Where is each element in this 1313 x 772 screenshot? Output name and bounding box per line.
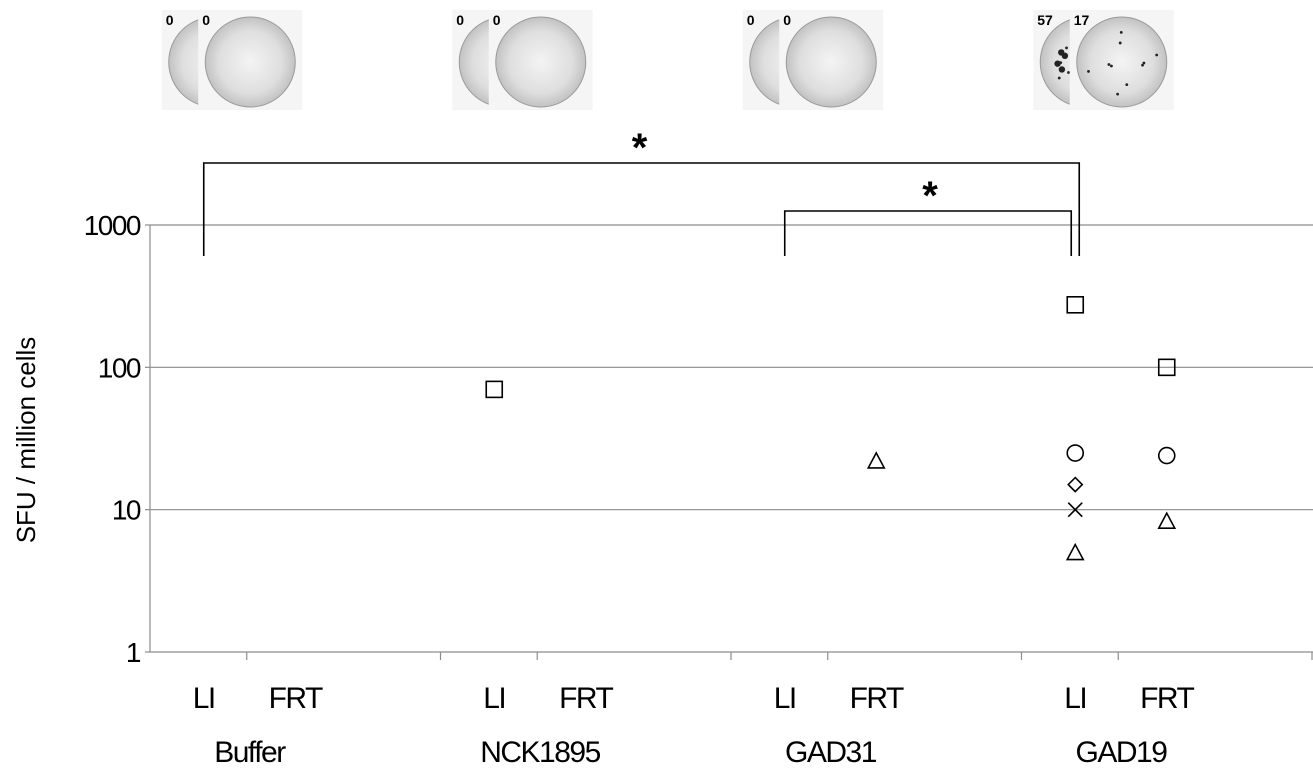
- marker-circle: [1066, 444, 1085, 462]
- well-spot: [1125, 83, 1129, 87]
- well-spot: [1118, 41, 1122, 45]
- marker-triangle: [1065, 542, 1085, 561]
- well-count-label: 0: [747, 12, 755, 28]
- well-spot: [1142, 61, 1146, 65]
- x-tick-label-li: LI: [193, 682, 215, 715]
- well-spot: [1107, 63, 1111, 66]
- well-spot: [1058, 66, 1066, 73]
- grid-lines: [150, 224, 1313, 511]
- well-spot: [1057, 76, 1061, 80]
- well-spot: [1087, 69, 1090, 73]
- well-image: [495, 16, 587, 108]
- well-image: [1076, 16, 1168, 108]
- well-spot: [1065, 46, 1068, 50]
- well-count-label: 0: [166, 12, 174, 28]
- x-tick-label-frt: FRT: [850, 682, 904, 715]
- well-spot: [1110, 64, 1113, 68]
- marker-square: [1066, 296, 1085, 314]
- group-label-buffer: Buffer: [214, 736, 286, 769]
- x-tick-label-li: LI: [774, 682, 796, 715]
- x-tick-label-li: LI: [1064, 682, 1086, 715]
- well-count-label: 0: [783, 12, 791, 28]
- significance-label: *: [632, 126, 648, 170]
- significance-label: *: [922, 174, 938, 218]
- y-tick-label-1000: 1000: [84, 210, 141, 241]
- well-count-label: 17: [1074, 12, 1090, 28]
- marker-cross: [1067, 502, 1083, 518]
- y-axis-label: SFU / million cells: [11, 337, 41, 544]
- group-label-gad31: GAD31: [785, 736, 877, 769]
- well-spot: [1067, 71, 1070, 74]
- x-tick-label-li: LI: [483, 682, 505, 715]
- well-count-label: 0: [456, 12, 464, 28]
- significance-brackets: **: [202, 126, 1081, 256]
- axes: 1 10 100 1000 LI FRT LI FRT LI FRT LI FRT Buffer NCK1…: [84, 210, 1313, 769]
- elispot-well-images: 0 0 0 0 0 0 57 17: [161, 10, 1174, 110]
- well-spot: [1119, 30, 1123, 34]
- y-tick-label-10: 10: [112, 495, 141, 526]
- marker-triangle: [866, 451, 886, 469]
- well-spot: [1061, 52, 1069, 60]
- well-count-label: 0: [493, 12, 501, 28]
- data-points: [485, 296, 1177, 561]
- y-tick-label-1: 1: [126, 637, 141, 668]
- y-tick-label-100: 100: [98, 352, 141, 383]
- well-spot: [1116, 92, 1120, 96]
- marker-square: [1157, 358, 1176, 377]
- well-spot: [1141, 63, 1144, 67]
- well-count-label: 57: [1037, 12, 1053, 28]
- group-label-nck1895: NCK1895: [480, 736, 600, 769]
- x-tick-label-frt: FRT: [559, 682, 613, 715]
- well-count-label: 0: [202, 12, 210, 28]
- marker-square: [485, 380, 504, 399]
- significance-bracket: [783, 210, 1073, 256]
- well-spot: [1155, 53, 1159, 57]
- x-tick-label-frt: FRT: [1140, 682, 1194, 715]
- marker-diamond: [1067, 476, 1084, 493]
- significance-bracket: [202, 162, 1081, 256]
- x-tick-label-frt: FRT: [269, 682, 323, 715]
- well-spot: [1054, 60, 1061, 67]
- well-image: [204, 16, 296, 108]
- group-label-gad19: GAD19: [1076, 736, 1168, 769]
- marker-triangle: [1157, 511, 1177, 529]
- well-spot: [1059, 61, 1063, 65]
- well-image: [785, 16, 877, 108]
- marker-circle: [1157, 446, 1176, 465]
